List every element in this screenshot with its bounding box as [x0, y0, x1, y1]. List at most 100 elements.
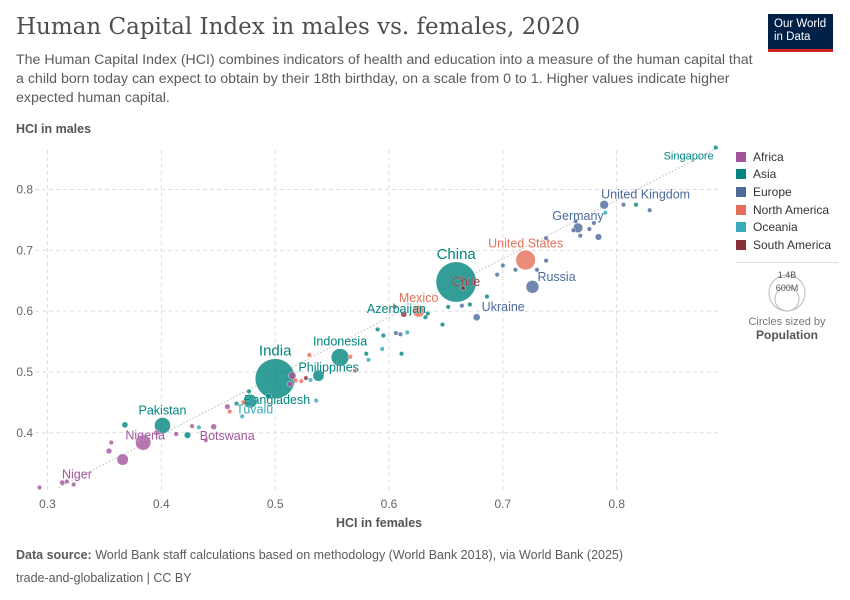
data-point	[121, 421, 129, 429]
data-point	[621, 202, 627, 208]
data-point	[379, 346, 385, 352]
y-axis-label: HCI in males	[16, 122, 92, 136]
point-label-singapore: Singapore	[664, 151, 714, 163]
data-point	[210, 423, 217, 430]
data-point-mexico	[412, 304, 425, 318]
data-point-united-kingdom	[599, 200, 609, 210]
point-label-ukraine: Ukraine	[482, 300, 525, 314]
legend-item-oceania[interactable]: Oceania	[736, 218, 831, 236]
legend-label: Asia	[753, 167, 777, 182]
legend-swatch	[736, 151, 746, 162]
point-label-nigeria: Nigeria	[125, 429, 165, 443]
point-label-russia: Russia	[537, 270, 575, 284]
data-point	[189, 423, 195, 429]
point-label-germany: Germany	[552, 209, 604, 223]
logo-line-2: in Data	[774, 31, 811, 43]
data-point	[105, 448, 113, 455]
data-point	[306, 352, 312, 358]
data-point	[298, 378, 304, 384]
legend-label: Oceania	[753, 220, 798, 235]
point-label-pakistan: Pakistan	[139, 403, 187, 417]
legend: Africa Asia Europe North America Oceania Sout…	[736, 148, 831, 254]
logo-line-1: Our World	[774, 18, 827, 30]
data-point	[224, 403, 231, 410]
data-point-chile	[460, 285, 466, 291]
y-tick-label: 0.5	[16, 365, 33, 379]
data-point	[399, 351, 405, 357]
legend-swatch	[736, 239, 746, 250]
data-point-nigeria	[135, 434, 152, 451]
y-tick-label: 0.8	[16, 183, 33, 197]
data-point	[64, 478, 70, 484]
size-legend-large: 1.4B	[778, 270, 797, 280]
point-label-chile: Chile	[452, 275, 481, 289]
data-point-botswana	[203, 437, 209, 443]
data-point	[363, 351, 369, 357]
data-point-china	[435, 261, 477, 303]
legend-item-africa[interactable]: Africa	[736, 148, 831, 166]
legend-label: North America	[753, 202, 830, 217]
x-tick-label: 0.3	[39, 497, 56, 511]
data-point	[425, 311, 431, 317]
data-point	[307, 377, 313, 383]
data-point	[397, 331, 403, 337]
y-tick-label: 0.6	[16, 304, 33, 318]
data-point	[313, 398, 319, 404]
data-point	[108, 440, 114, 446]
chart-subtitle: The Human Capital Index (HCI) combines i…	[16, 52, 753, 106]
point-label-azerbaijan: Azerbaijan	[367, 302, 426, 316]
point-label-niger: Niger	[62, 468, 92, 482]
point-label-tuvalu: Tuvalu	[236, 402, 273, 416]
data-point	[494, 272, 500, 278]
legend-swatch	[736, 186, 746, 197]
data-point	[543, 258, 549, 264]
data-point	[375, 326, 381, 332]
legend-label: Africa	[753, 149, 784, 164]
legend-item-north-america[interactable]: North America	[736, 201, 831, 219]
data-point	[153, 429, 160, 436]
size-legend-variable: Population	[756, 328, 818, 342]
data-point	[633, 202, 639, 208]
owid-logo[interactable]: Our World in Data	[768, 14, 833, 52]
data-point	[594, 233, 602, 241]
data-point	[484, 294, 490, 300]
data-point	[366, 357, 372, 363]
data-point-philippines	[312, 369, 325, 382]
point-label-bangladesh: Bangladesh	[244, 393, 310, 407]
data-point	[647, 207, 653, 213]
data-point	[347, 354, 353, 360]
data-point	[352, 368, 358, 374]
x-tick-label: 0.6	[381, 497, 398, 511]
data-point	[586, 226, 592, 232]
y-tick-label: 0.4	[16, 426, 33, 440]
license: trade-and-globalization | CC BY	[16, 571, 192, 585]
data-point-singapore	[713, 145, 719, 151]
legend-item-asia[interactable]: Asia	[736, 166, 831, 184]
data-point-tuvalu	[239, 413, 245, 419]
legend-item-europe[interactable]: Europe	[736, 183, 831, 201]
data-point	[602, 210, 608, 216]
data-point	[591, 220, 597, 226]
data-point	[467, 301, 473, 307]
data-point-united-states	[515, 250, 536, 271]
data-source-text: World Bank staff calculations based on m…	[91, 548, 624, 562]
data-point-azerbaijan	[422, 314, 428, 320]
data-point	[393, 330, 399, 336]
data-point	[233, 401, 239, 407]
x-tick-label: 0.8	[608, 497, 625, 511]
x-tick-label: 0.7	[495, 497, 512, 511]
size-legend-small: 600M	[776, 283, 799, 293]
data-point	[288, 371, 297, 380]
point-label-united-kingdom: United Kingdom	[601, 188, 690, 202]
data-point	[173, 431, 179, 437]
point-label-philippines: Philippines	[298, 361, 358, 375]
data-point	[500, 263, 506, 269]
point-label-botswana: Botswana	[200, 429, 255, 443]
data-point	[512, 267, 518, 273]
data-point-russia	[525, 280, 540, 294]
data-point	[71, 481, 77, 487]
data-point	[400, 310, 408, 318]
point-label-mexico: Mexico	[399, 291, 439, 305]
legend-item-south-america[interactable]: South America	[736, 236, 831, 254]
